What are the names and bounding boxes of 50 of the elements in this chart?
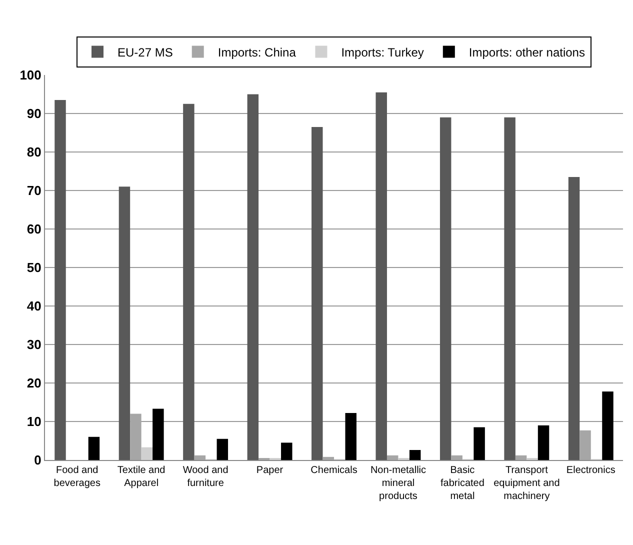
bar: [386, 455, 398, 460]
x-tick-label: Textile and Apparel: [117, 465, 166, 489]
y-tick-label: 50: [26, 260, 42, 276]
bar: [580, 430, 591, 460]
y-tick-label: 0: [34, 452, 42, 468]
bar: [118, 186, 130, 460]
bar: [54, 100, 66, 460]
y-tick-label: 80: [26, 144, 42, 160]
bar: [568, 177, 580, 460]
x-tick-label: Chemicals: [310, 465, 358, 476]
bar: [602, 391, 614, 460]
y-tick-label: 10: [26, 414, 42, 430]
bar: [504, 117, 516, 460]
bar: [312, 126, 323, 460]
bar: [451, 455, 462, 460]
x-tick-label: Wood and furniture: [182, 465, 228, 489]
legend-label: Imports: China: [218, 45, 296, 60]
x-tick-label: Food and beverages: [54, 465, 100, 489]
y-tick-label: 90: [26, 106, 42, 122]
bar: [152, 408, 164, 460]
y-tick-label: 70: [26, 183, 42, 198]
bar: [88, 436, 100, 460]
x-tick-label: Non-metallic mineral products: [370, 465, 426, 502]
bar: [474, 427, 485, 460]
bar: [515, 455, 527, 460]
bar: [345, 413, 356, 460]
x-tick-label: Transport equipment and machinery: [494, 465, 560, 502]
x-tick-label: Paper: [256, 465, 284, 476]
bar: [194, 455, 206, 460]
bar: [183, 104, 194, 460]
bar: [130, 414, 142, 460]
y-tick-label: 20: [26, 376, 42, 391]
y-tick-label: 30: [26, 337, 42, 352]
bar: [141, 447, 153, 460]
bar: [376, 92, 387, 460]
bar: [322, 456, 334, 460]
bar: [409, 450, 421, 460]
y-tick-label: 40: [26, 298, 42, 314]
y-tick-label: 100: [20, 68, 42, 83]
bar: [440, 117, 452, 460]
y-tick-label: 60: [26, 222, 42, 237]
bar: [216, 438, 228, 460]
x-tick-label: Electronics: [566, 465, 616, 476]
legend-label: EU-27 MS: [118, 45, 173, 60]
bar: [281, 442, 292, 460]
legend-label: Imports: other nations: [468, 45, 585, 60]
legend-label: Imports: Turkey: [341, 45, 424, 60]
x-tick-label: Basic fabricated metal: [440, 465, 484, 502]
bar: [247, 94, 259, 460]
bar: [538, 425, 550, 460]
